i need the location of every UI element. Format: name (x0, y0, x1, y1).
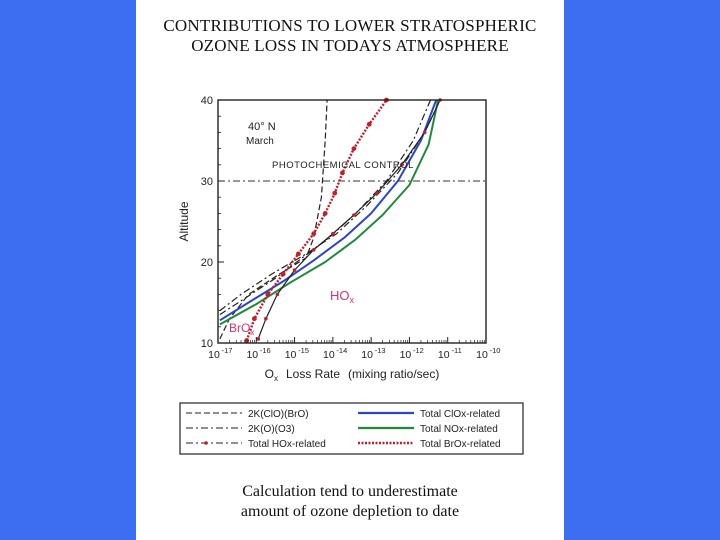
legend-label-o_o3: 2K(O)(O3) (248, 424, 295, 435)
series-point-hox_curve (422, 130, 427, 135)
slide-caption: Calculation tend to underestimate amount… (136, 482, 564, 522)
x-tick-exponent: -17 (222, 346, 233, 355)
slide-card: CONTRIBUTIONS TO LOWER STRATOSPHERIC OZO… (136, 0, 564, 540)
series-point-hox_curve (375, 191, 379, 195)
x-tick-label: 10 (323, 349, 335, 361)
series-point-brox (280, 271, 286, 277)
series-point-brox (351, 146, 357, 152)
y-tick-label: 20 (201, 257, 213, 269)
series-point-hox_curve (311, 248, 316, 252)
caption-line-2: amount of ozone depletion to date (240, 503, 460, 520)
annotation-layer: 40° N March PHOTOCHEMICAL CONTROL HOx BrOx (229, 121, 414, 337)
series-point-hox_curve (256, 337, 260, 341)
plot-frame (217, 99, 487, 344)
x-tick-label: 10 (476, 349, 488, 361)
legend-swatch-dot (204, 441, 208, 445)
x-axis-title: Ox Loss Rate (mixing ratio/sec) (265, 367, 440, 383)
series-point-brox (332, 190, 338, 196)
legend-layer: 2K(ClO)(BrO) 2K(O)(O3) Total HOx-related To… (179, 402, 524, 455)
title-line-2: OZONE LOSS IN TODAYS ATMOSPHERE (191, 36, 509, 55)
series-point-brox (251, 316, 257, 322)
series-line-nox (219, 99, 440, 326)
series-point-hox_curve (264, 316, 268, 321)
legend-label-brox: Total BrOx-related (420, 439, 501, 450)
legend-label-clo_bro: 2K(ClO)(BrO) (248, 409, 309, 420)
caption-line-1: Calculation tend to underestimate (242, 483, 458, 500)
annotation-hox: HOx (330, 288, 355, 305)
x-tick-exponent: -15 (298, 346, 309, 355)
x-tick-exponent: -14 (336, 346, 347, 355)
series-point-brox (296, 251, 301, 257)
series-point-hox_curve (399, 163, 404, 167)
x-tick-exponent: -10 (490, 346, 501, 355)
x-tick-exponent: -13 (375, 346, 386, 355)
x-tick-label: 10 (400, 349, 412, 361)
annotation-month: March (246, 136, 274, 147)
annotation-brox: BrOx (229, 321, 254, 337)
x-tick-exponent: -11 (452, 346, 462, 355)
x-tick-label: 10 (285, 349, 297, 361)
series-point-brox (340, 170, 345, 176)
title-line-1: CONTRIBUTIONS TO LOWER STRATOSPHERIC (163, 16, 537, 35)
series-point-hox_curve (275, 292, 280, 297)
series-point-brox (265, 292, 271, 297)
x-tick-label: 10 (208, 349, 220, 361)
series-point-hox_curve (352, 213, 356, 217)
x-tick-label: 10 (361, 349, 373, 361)
series-point-hox_curve (331, 231, 335, 236)
y-tick-label: 10 (201, 338, 213, 350)
annotation-latitude: 40° N (248, 121, 276, 133)
series-line-clox (219, 99, 438, 322)
annotation-region: PHOTOCHEMICAL CONTROL (272, 160, 414, 171)
x-tick-exponent: -16 (260, 346, 271, 355)
series-line-brox (245, 99, 388, 341)
x-tick-exponent: -12 (413, 346, 424, 355)
series-point-brox (311, 231, 317, 237)
series-point-brox (366, 121, 372, 127)
x-tick-label: 10 (438, 349, 450, 361)
y-tick-label: 40 (201, 95, 213, 107)
series-point-brox (322, 211, 328, 216)
legend-label-nox: Total NOx-related (420, 424, 498, 435)
slide-title: CONTRIBUTIONS TO LOWER STRATOSPHERIC OZO… (136, 16, 564, 56)
series-layer (219, 97, 442, 343)
series-point-hox_curve (292, 268, 297, 272)
series-line-hox (219, 99, 432, 316)
legend-label-clox: Total ClOx-related (420, 409, 500, 420)
legend-label-hox: Total HOx-related (248, 439, 326, 450)
y-tick-label: 30 (201, 176, 213, 188)
x-tick-label: 10 (246, 349, 258, 361)
y-axis-title: Altitude (177, 201, 191, 241)
